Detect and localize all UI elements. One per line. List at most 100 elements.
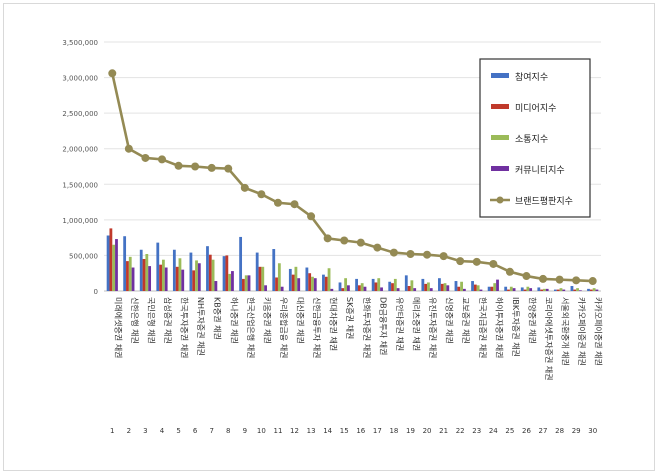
bar-4-25 <box>512 288 516 291</box>
x-category-label: 한화투자증권 채권 <box>362 297 372 358</box>
chart-frame: 0 500,000 1,000,000 1,500,000 2,000,000 2,500… <box>3 3 655 471</box>
bar-3-8 <box>228 273 232 291</box>
x-index-label: 6 <box>193 427 198 435</box>
bar-1-26 <box>520 287 524 291</box>
line-point-25 <box>505 267 514 276</box>
x-index-label: 15 <box>340 427 349 435</box>
bar-1-3 <box>139 249 143 291</box>
bar-4-14 <box>330 288 334 291</box>
y-tick-label: 0 <box>94 288 98 296</box>
bar-3-5 <box>178 258 182 291</box>
bar-4-1 <box>115 239 118 291</box>
bar-2-23 <box>473 284 477 291</box>
line-point-30 <box>588 277 597 286</box>
bar-1-13 <box>305 267 309 291</box>
x-category-label: 서울외국환중개 채권 <box>561 297 571 366</box>
bar-1-2 <box>123 236 127 291</box>
x-category-label: 교보증권 채권 <box>461 297 471 344</box>
y-tick-label: 500,000 <box>69 252 98 260</box>
bar-3-6 <box>195 260 198 291</box>
bar-2-10 <box>258 266 262 291</box>
x-index-label: 18 <box>389 427 398 435</box>
line-series <box>108 69 597 286</box>
bar-3-11 <box>277 263 281 291</box>
x-category-label: 한국투자증권 채권 <box>180 297 190 358</box>
y-tick-label: 3,000,000 <box>62 75 98 83</box>
bar-4-8 <box>231 271 234 291</box>
line-point-4 <box>157 155 166 164</box>
bar-2-1 <box>109 228 113 291</box>
x-index-label: 25 <box>505 427 514 435</box>
bar-2-29 <box>573 289 577 291</box>
x-index-label: 23 <box>472 427 481 435</box>
x-index-label: 28 <box>555 427 564 435</box>
bar-2-6 <box>192 270 196 291</box>
bar-3-19 <box>410 280 414 291</box>
line-point-27 <box>539 274 548 283</box>
bar-4-10 <box>264 285 267 291</box>
bar-3-17 <box>377 278 381 291</box>
x-category-label: 카카오페이증권 채권 <box>594 297 604 366</box>
x-index-label: 11 <box>273 427 282 435</box>
x-index-label: 7 <box>209 427 213 435</box>
line-point-21 <box>439 252 448 261</box>
line-point-8 <box>224 164 233 173</box>
bar-3-28 <box>559 288 563 291</box>
bar-4-13 <box>313 278 317 291</box>
x-index-label: 27 <box>539 427 548 435</box>
x-axis-category-labels: 미래에셋증권 채권 신한은행 채권 국민은행 채권 삼성증권 채권 한국투자증권 채권 N… <box>113 297 603 381</box>
legend-label: 소통지수 <box>515 134 548 145</box>
x-category-label: 한국산업은행 채권 <box>246 297 256 358</box>
bar-3-23 <box>476 285 480 291</box>
line-point-26 <box>522 272 531 281</box>
bar-2-26 <box>523 289 527 291</box>
bar-1-9 <box>239 236 243 291</box>
x-category-label: NH투자증권 채권 <box>196 297 206 356</box>
line-point-13 <box>307 212 316 221</box>
line-point-19 <box>406 250 415 259</box>
bar-4-2 <box>131 267 135 291</box>
bar-4-3 <box>148 266 152 291</box>
bar-3-21 <box>443 283 447 291</box>
legend-label: 브랜드평판지수 <box>515 196 573 207</box>
bar-4-21 <box>446 285 450 291</box>
bar-1-10 <box>255 252 259 291</box>
bar-3-14 <box>327 268 331 291</box>
bar-1-6 <box>189 252 193 291</box>
brand-reputation-chart: 0 500,000 1,000,000 1,500,000 2,000,000 2,500… <box>62 39 603 435</box>
x-index-label: 4 <box>160 427 165 435</box>
bar-2-25 <box>507 289 510 291</box>
bar-3-24 <box>493 283 497 291</box>
line-point-15 <box>340 236 349 245</box>
x-category-label: 신한금융투자 채권 <box>312 297 322 358</box>
bar-1-8 <box>222 256 226 291</box>
bar-2-5 <box>175 266 179 291</box>
x-index-label: 10 <box>257 427 266 435</box>
bar-2-17 <box>374 282 378 291</box>
x-index-label: 24 <box>489 427 498 435</box>
bar-1-27 <box>537 287 541 291</box>
bar-2-4 <box>159 264 162 291</box>
bar-2-2 <box>126 261 129 291</box>
bar-3-26 <box>526 286 530 291</box>
y-tick-label: 2,000,000 <box>62 146 98 154</box>
bar-3-13 <box>311 276 314 291</box>
bar-4-11 <box>280 286 284 291</box>
x-category-label: 코리아에셋투자증권 채권 <box>544 297 554 381</box>
legend-marker <box>496 196 504 204</box>
y-tick-label: 1,500,000 <box>62 181 98 189</box>
bar-2-21 <box>440 283 444 291</box>
legend-label: 커뮤니티지수 <box>515 165 565 176</box>
y-tick-label: 1,000,000 <box>62 217 98 225</box>
bar-4-6 <box>197 263 201 291</box>
bar-4-27 <box>545 288 549 291</box>
bar-4-29 <box>578 290 582 291</box>
bar-3-25 <box>509 286 513 291</box>
x-category-label: 유안타증권 채권 <box>395 297 405 351</box>
x-index-label: 19 <box>406 427 415 435</box>
bar-3-7 <box>211 259 215 291</box>
x-index-label: 3 <box>143 427 147 435</box>
line-point-7 <box>207 163 216 172</box>
x-index-label: 13 <box>307 427 316 435</box>
bar-1-15 <box>338 282 342 291</box>
